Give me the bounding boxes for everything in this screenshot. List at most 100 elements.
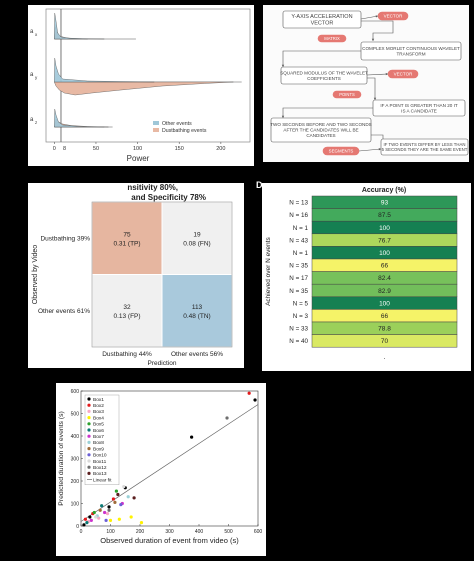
panel-d-accuracy-table: Accuracy (%) 93 N = 13 87.5 N = 16 100 N = 1 76… bbox=[262, 183, 471, 371]
arrow-cwt-sq-head bbox=[281, 64, 285, 67]
point-box7-0 bbox=[89, 518, 93, 522]
node-same-box bbox=[380, 138, 469, 156]
accuracy-value-4: 100 bbox=[379, 250, 390, 257]
point-box1-1 bbox=[88, 515, 92, 519]
row-label-0: N = 13 bbox=[289, 200, 308, 207]
point-box10-1 bbox=[119, 503, 123, 507]
y-tick-label-400: 400 bbox=[71, 434, 80, 440]
point-box10-0 bbox=[104, 518, 108, 522]
accuracy-value-11: 70 bbox=[381, 338, 389, 345]
point-box2-3 bbox=[247, 391, 251, 395]
point-box1-4 bbox=[190, 435, 194, 439]
cell-1-0 bbox=[91, 274, 163, 348]
col-label-1: Other events 56% bbox=[171, 351, 223, 358]
x-tick-label-100: 100 bbox=[133, 146, 142, 152]
legend-swatch-dust bbox=[153, 128, 159, 132]
node-yacc-text: Y-AXIS ACCELERATION VECTOR bbox=[291, 14, 352, 27]
point-box13-0 bbox=[116, 492, 120, 497]
legend-marker-box12 bbox=[87, 465, 91, 469]
accuracy-value-0: 93 bbox=[381, 200, 389, 207]
linear-fit-line bbox=[80, 404, 259, 522]
x-axis-label: Prediction bbox=[148, 360, 177, 367]
point-box13-1 bbox=[132, 496, 136, 500]
x-tick-label-100: 100 bbox=[106, 529, 115, 535]
legend-label-box10: Box10 bbox=[93, 453, 107, 459]
legend-label-box13: Box13 bbox=[93, 471, 107, 477]
col-label-0: Dustbathing 44% bbox=[102, 351, 152, 358]
y-tick-label-500: 500 bbox=[71, 411, 80, 417]
legend-label-box7: Box7 bbox=[93, 434, 104, 440]
other-density-y bbox=[54, 57, 155, 83]
row-label-1: Other events 61% bbox=[38, 308, 90, 315]
x-tick-label-150: 150 bbox=[175, 146, 184, 152]
node-matrix-text: MATRIX bbox=[324, 36, 340, 41]
legend-frame bbox=[84, 394, 120, 486]
legend-marker-box6 bbox=[87, 428, 91, 432]
x-axis-label: Observed duration of event from video (s… bbox=[100, 536, 239, 545]
legend-marker-box5 bbox=[87, 422, 91, 426]
point-box2-0 bbox=[83, 517, 88, 521]
point-box2-2 bbox=[111, 497, 116, 501]
other-density-x bbox=[54, 12, 105, 40]
cell-count-1-1: 113 bbox=[192, 304, 203, 311]
legend-label-box9: Box9 bbox=[93, 446, 104, 452]
legend-marker-box13 bbox=[87, 471, 91, 475]
node-candidate-text: IF A POINT IS GREATER THAN 20 IT IS A CAN… bbox=[380, 103, 458, 114]
point-box5-0 bbox=[92, 510, 96, 515]
point-box9-0 bbox=[98, 508, 102, 512]
legend-label-box3: Box3 bbox=[93, 409, 104, 415]
point-box4-0 bbox=[108, 518, 113, 522]
title-line1: nsitivity 80%, bbox=[127, 183, 178, 192]
legend-label-linear-fit: Linear fit bbox=[93, 477, 112, 483]
point-box11-0 bbox=[94, 515, 98, 519]
node-squared-text: SQUARED MODULUS OF THE WAVELET COEFFICIEN… bbox=[280, 70, 368, 81]
node-twosec-box bbox=[270, 117, 372, 143]
panel-c-confusion-matrix: nsitivity 80%, and Specificity 78% 75 0.31 … bbox=[28, 183, 244, 368]
point-box12-1 bbox=[225, 416, 229, 420]
point-box12-0 bbox=[107, 508, 111, 512]
y-tick-label-600: 600 bbox=[71, 389, 80, 395]
y-tick-label-200: 200 bbox=[71, 479, 80, 485]
x-tick-label-400: 400 bbox=[195, 529, 204, 535]
legend-label-box12: Box12 bbox=[93, 465, 107, 471]
node-segments-text: SEGMENTS bbox=[329, 149, 354, 154]
panel-a-power-distribution: a x a y a z 0 50 100 150 200 8 Power Other events Dust… bbox=[28, 5, 254, 166]
row-label-7: N = 35 bbox=[289, 288, 308, 295]
arrow-sq-cand bbox=[367, 77, 376, 100]
cell-text-1-0: 0.13 (FP) bbox=[113, 313, 140, 320]
legend-marker-box10 bbox=[87, 453, 91, 457]
point-box11-1 bbox=[122, 485, 126, 489]
legend-swatch-other bbox=[153, 121, 159, 125]
row-label-8: N = 5 bbox=[293, 300, 309, 307]
node-points-box bbox=[332, 90, 362, 99]
legend-label-box4: Box4 bbox=[93, 415, 104, 421]
row-label-1: N = 16 bbox=[289, 212, 308, 219]
matrix-frame bbox=[91, 201, 233, 348]
row-label-5: N = 35 bbox=[289, 263, 308, 270]
point-box1-5 bbox=[253, 398, 257, 402]
y-tick-label-300: 300 bbox=[71, 456, 80, 462]
legend-label-box1: Box1 bbox=[93, 397, 104, 403]
node-yacc-box bbox=[282, 10, 362, 29]
legend-label-box5: Box5 bbox=[93, 422, 104, 428]
y-tick-label-100: 100 bbox=[71, 501, 80, 507]
point-box5-1 bbox=[114, 489, 118, 493]
row-label-6: N = 17 bbox=[289, 275, 308, 282]
point-box1-2 bbox=[107, 505, 111, 509]
row-label-az: a bbox=[30, 117, 34, 123]
legend-marker-box3 bbox=[87, 409, 91, 413]
y-axis-label: Achieved over N events bbox=[265, 237, 272, 306]
row-label-0: Dustbathing 39% bbox=[40, 235, 90, 242]
accuracy-value-3: 76.7 bbox=[378, 237, 391, 244]
cell-text-0-0: 0.31 (TP) bbox=[113, 240, 140, 247]
accuracy-value-6: 82.4 bbox=[378, 275, 391, 282]
x-tick-label-200: 200 bbox=[216, 146, 225, 152]
point-box9-1 bbox=[113, 500, 117, 504]
plot-frame bbox=[45, 8, 251, 143]
node-vector1-text: VECTOR bbox=[384, 14, 403, 19]
dust-density-y bbox=[54, 81, 234, 96]
accuracy-value-7: 82.9 bbox=[378, 288, 391, 295]
point-box4-2 bbox=[129, 515, 133, 519]
